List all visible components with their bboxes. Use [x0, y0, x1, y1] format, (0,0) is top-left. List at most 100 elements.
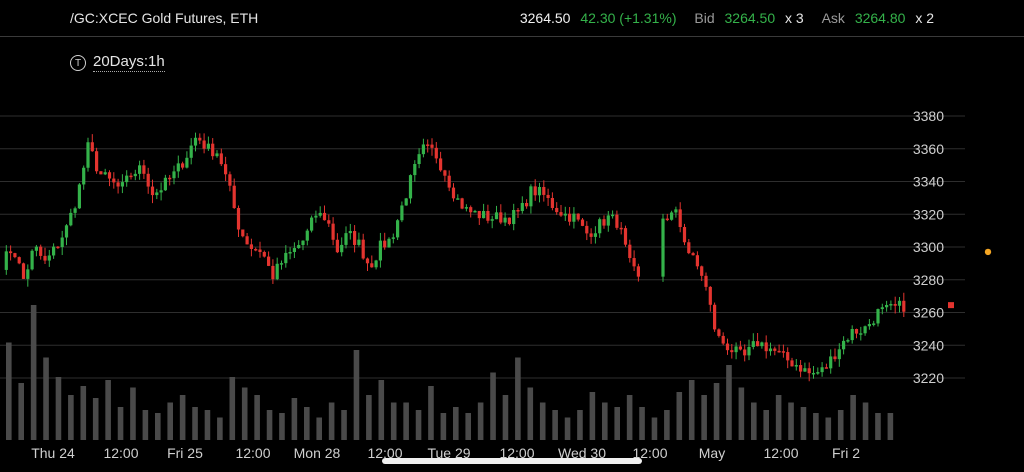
candle-body: [807, 368, 811, 374]
candle-body: [353, 231, 357, 245]
candle-body: [533, 186, 537, 196]
candle-body: [768, 348, 773, 352]
candle-body: [146, 173, 150, 187]
volume-bar: [167, 402, 174, 440]
volume-bar: [751, 402, 757, 440]
study-selector[interactable]: T 20Days:1h: [70, 53, 165, 72]
candle-body: [185, 157, 189, 168]
candle-body: [585, 225, 589, 234]
ask-size: x 2: [915, 10, 934, 26]
candle-body: [482, 211, 486, 219]
y-tick-label: 3340: [913, 174, 944, 190]
candle-body: [443, 170, 447, 176]
x-tick-label: Fri 25: [167, 445, 203, 461]
candle-body: [327, 220, 331, 224]
candle-body: [378, 240, 382, 261]
y-tick-label: 3260: [913, 305, 944, 321]
candle-body: [512, 210, 516, 225]
volume-bar: [105, 380, 111, 440]
candle-body: [99, 171, 103, 175]
candle-body: [593, 233, 597, 237]
y-tick-label: 3360: [913, 141, 944, 157]
candle-body: [842, 340, 846, 350]
candle-body: [189, 145, 193, 158]
volume-bar: [428, 386, 434, 440]
candle-body: [704, 275, 708, 287]
candle-body: [138, 165, 142, 174]
candle-body: [155, 192, 159, 196]
candle-body: [799, 365, 803, 372]
volume-bar: [92, 398, 99, 440]
y-tick-label: 3300: [913, 239, 944, 255]
volume-bar: [204, 410, 211, 440]
candle-body: [404, 198, 408, 206]
volume-bar: [465, 413, 472, 440]
candle-body: [202, 140, 206, 149]
volume-bar: [353, 350, 360, 440]
candle-body: [125, 175, 129, 183]
candle-body: [811, 372, 816, 375]
x-tick-label: Thu 24: [31, 445, 75, 461]
volume-bar: [477, 402, 484, 440]
candle-body: [773, 348, 777, 351]
candle-body: [39, 246, 43, 256]
x-tick-label: May: [699, 445, 725, 461]
volume-bar: [527, 387, 534, 440]
candle-body: [691, 253, 695, 256]
candle-body: [623, 228, 628, 245]
candle-body: [4, 251, 8, 270]
volume-bar: [328, 402, 335, 440]
candle-body: [730, 350, 734, 353]
symbol-title[interactable]: /GC:XCEC Gold Futures, ETH: [70, 10, 259, 26]
volume-bar: [390, 402, 397, 440]
volume-bar: [688, 380, 695, 440]
candle-body: [340, 244, 344, 253]
volume-bar: [602, 402, 608, 440]
candle-body: [344, 233, 348, 245]
candle-body: [790, 360, 794, 367]
candle-body: [236, 207, 241, 230]
timeframe-icon: T: [70, 54, 86, 71]
price-change: 42.30 (+1.31%): [580, 10, 677, 26]
volume-bar: [564, 417, 571, 440]
candle-body: [305, 230, 309, 241]
volume-bar: [713, 383, 720, 440]
candle-body: [464, 207, 468, 209]
x-tick-label: Wed 30: [558, 445, 606, 461]
candle-body: [95, 151, 99, 172]
candle-body: [897, 300, 902, 306]
y-tick-label: 3380: [913, 108, 944, 124]
candle-body: [708, 286, 712, 305]
candle-body: [863, 326, 867, 334]
candle-body: [206, 143, 210, 149]
volume-bar: [589, 392, 596, 440]
candle-body: [172, 171, 176, 179]
candle-body: [803, 368, 807, 372]
home-indicator[interactable]: [382, 458, 642, 464]
candle-body: [490, 219, 494, 221]
candle-body: [262, 252, 266, 257]
candle-body: [400, 205, 404, 221]
candle-body: [413, 163, 417, 176]
candle-body: [885, 304, 889, 308]
candle-body: [717, 329, 721, 336]
candle-body: [756, 341, 760, 347]
candle-body: [292, 248, 296, 253]
candle-body: [619, 227, 623, 230]
candle-body: [17, 257, 21, 264]
candle-body: [228, 174, 232, 186]
candle-body: [245, 236, 249, 245]
candle-body: [90, 142, 94, 152]
candle-body: [602, 219, 606, 226]
volume-bar: [539, 402, 546, 440]
volume-bar: [43, 357, 49, 440]
candle-body: [499, 212, 503, 223]
candle-body: [365, 258, 370, 264]
candle-body: [550, 197, 554, 208]
volume-bar: [55, 377, 62, 440]
candle-body: [34, 246, 38, 251]
candle-body: [396, 220, 400, 238]
volume-bar: [825, 417, 832, 440]
volume-bar: [837, 410, 844, 440]
